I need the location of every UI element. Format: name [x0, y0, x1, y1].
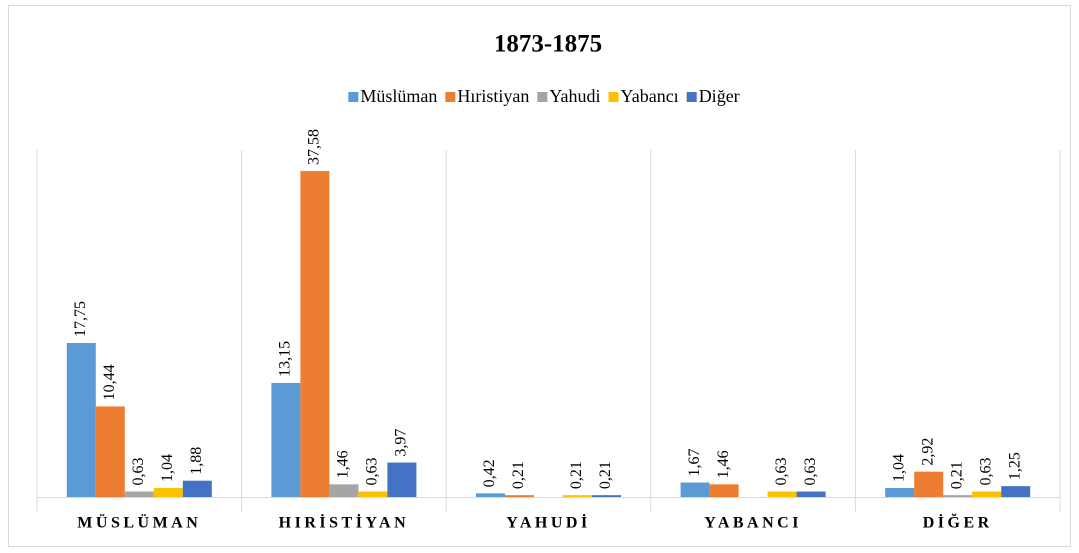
legend-label: Yabancı: [621, 86, 679, 106]
value-label: 37,58: [306, 129, 323, 165]
bar: [914, 471, 944, 497]
value-label: 0,21: [948, 461, 965, 489]
legend-swatch: [686, 92, 697, 102]
value-label: 1,88: [188, 447, 205, 475]
value-label: 13,15: [277, 341, 294, 377]
bar: [300, 170, 330, 497]
bar: [505, 495, 534, 497]
legend-label: Diğer: [699, 86, 740, 106]
value-label: 1,25: [1006, 452, 1023, 480]
value-label: 0,21: [597, 461, 614, 489]
chart-title: 1873-1875: [494, 31, 602, 58]
bar: [592, 495, 621, 497]
bar: [387, 462, 417, 497]
bar: [476, 493, 505, 497]
value-label: 0,21: [568, 461, 585, 489]
legend-swatch: [537, 92, 548, 102]
bar: [358, 491, 388, 497]
value-label: 1,04: [159, 454, 176, 482]
value-label: 0,63: [802, 458, 819, 486]
bar: [95, 406, 125, 497]
bar: [796, 491, 826, 497]
value-label: 0,42: [481, 459, 498, 487]
value-label: 1,67: [686, 449, 703, 477]
bar: [66, 343, 96, 497]
value-label: 1,46: [715, 450, 732, 478]
bar: [153, 487, 183, 497]
value-label: 0,63: [977, 458, 994, 486]
legend-swatch: [608, 92, 619, 102]
value-label: 0,63: [364, 458, 381, 486]
bar: [563, 495, 592, 497]
value-label: 0,21: [510, 461, 527, 489]
x-tick-label: YABANCI: [704, 515, 802, 532]
x-tick-label: DİĞER: [923, 513, 993, 532]
x-tick-label: MÜSLÜMAN: [77, 514, 201, 532]
bar: [124, 491, 154, 497]
bar: [271, 382, 301, 497]
value-label: 10,44: [101, 364, 118, 400]
bar: [182, 480, 212, 497]
x-tick-label: YAHUDİ: [506, 513, 590, 532]
value-label: 3,97: [393, 429, 410, 457]
value-label: 1,46: [335, 450, 352, 478]
value-label: 2,92: [919, 438, 936, 466]
legend-label: Hıristiyan: [457, 86, 529, 106]
legend-label: Müslüman: [360, 86, 437, 106]
legend-swatch: [348, 92, 359, 102]
value-label: 0,63: [773, 458, 790, 486]
value-label: 1,04: [890, 454, 907, 482]
x-tick-label: HIRİSTİYAN: [279, 513, 409, 532]
bar: [972, 491, 1002, 497]
bar: [709, 484, 739, 497]
bar: [943, 495, 973, 497]
bar: [767, 491, 797, 497]
legend-label: Yahudi: [549, 86, 600, 106]
value-label: 0,63: [130, 458, 147, 486]
bar: [1001, 486, 1031, 497]
bar: [329, 484, 359, 497]
bar: [680, 482, 710, 497]
legend-swatch: [445, 92, 456, 102]
value-label: 17,75: [72, 301, 89, 337]
bar: [885, 487, 915, 497]
